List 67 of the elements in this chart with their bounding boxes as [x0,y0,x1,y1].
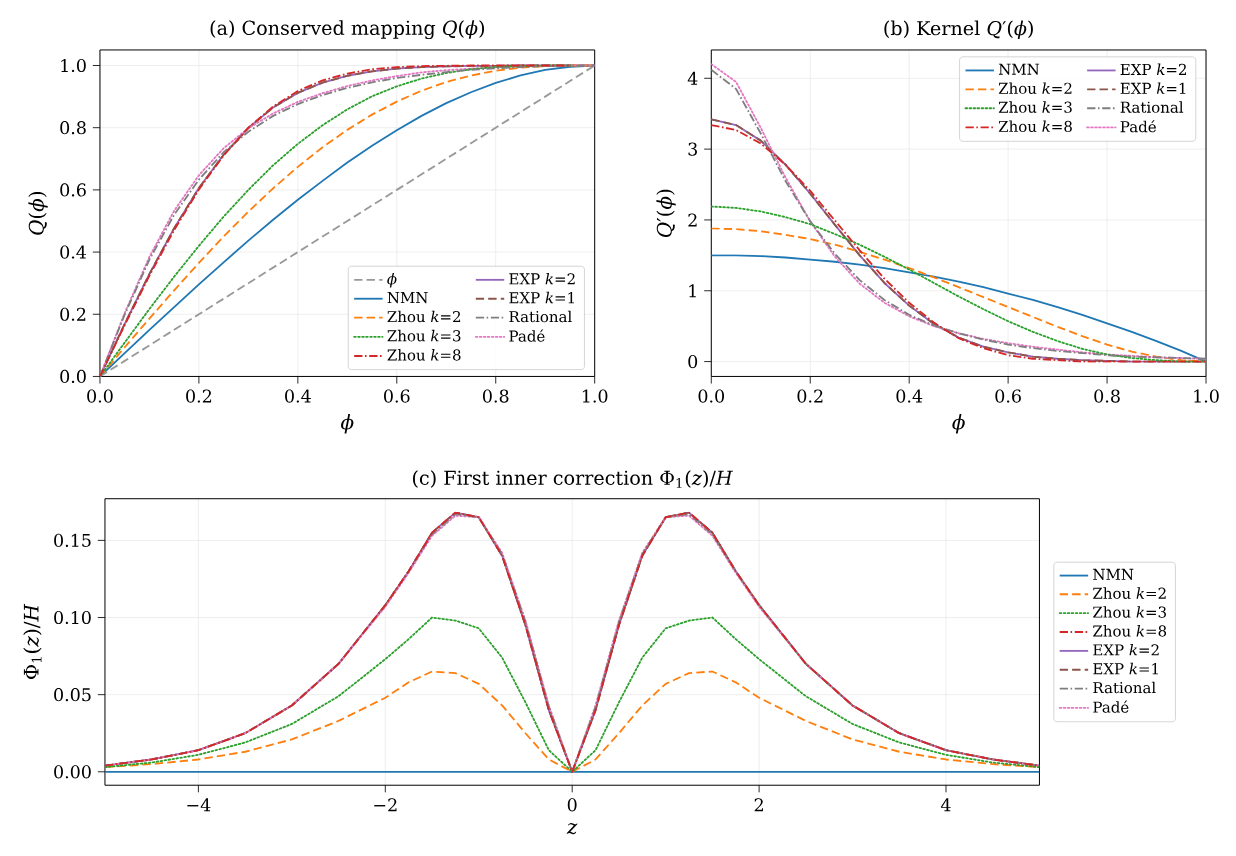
chart-title: (c) First inner correction Φ$_{1}$(z)/H [413,470,733,488]
legend-label: EXP k=1 [1093,662,1158,675]
legend-label: NMN [998,63,1040,75]
y-tick-label: 1.0 [61,58,86,73]
legend-label: Padé [1093,700,1129,713]
legend-label: Zhou k=2 [1093,587,1166,599]
line-series [711,254,1207,363]
x-tick-label: −2 [374,798,397,812]
x-tick-label: 0.6 [995,389,1021,403]
x-tick-label: 0 [567,798,577,812]
y-tick-label: 3 [688,142,697,156]
x-tick-label: 0.2 [186,389,212,403]
y-tick-label: 0.4 [60,245,87,259]
legend-label: EXP k=1 [509,291,574,304]
y-tick-label: 2 [688,213,697,227]
legend-label: Zhou k=2 [387,310,461,323]
x-tick-label: 4 [940,798,951,812]
y-tick-label: 0.05 [54,687,91,702]
chart-title: (b) Kernel Q′(ϕ) [884,20,1033,39]
legend-label: Zhou k=3 [1093,606,1166,618]
legend-label: Padé [509,329,545,342]
x-tick-label: 2 [754,798,763,812]
y-tick-label: 0 [688,354,698,369]
x-tick-label: 0.0 [698,389,725,403]
legend-label: NMN [1093,568,1134,580]
legend-label: Zhou k=3 [387,329,461,342]
x-tick-label: 0.4 [285,389,311,403]
y-tick-label: 0.8 [60,120,86,135]
y-tick-label: 0.0 [60,369,86,383]
legend-label: Padé [1120,120,1156,133]
legend-label: Zhou k=8 [998,120,1072,132]
legend-label: Rational [1120,101,1184,113]
x-tick-label: 0.8 [482,389,509,403]
legend-label: ϕ [387,272,397,288]
legend-label: EXP k=2 [1093,643,1159,656]
legend-label: EXP k=2 [1120,63,1186,75]
x-axis-title: ϕ [952,414,965,434]
line-series [104,616,1040,773]
y-tick-label: 0.15 [54,533,91,547]
legend-label: Rational [509,310,572,323]
y-tick-label: 0.2 [60,307,86,321]
x-tick-label: 1.0 [582,389,608,403]
x-tick-label: 0.6 [384,389,410,403]
x-tick-label: 1.0 [1194,389,1219,403]
chart-title: (a) Conserved mapping Q(ϕ) [210,20,485,39]
y-axis-title: Q(ϕ) [28,191,48,235]
y-tick-label: 4 [687,71,698,85]
x-tick-label: 0.0 [87,389,113,403]
x-tick-label: 0.2 [797,389,823,403]
x-axis-title: z [566,822,578,835]
y-tick-label: 0.10 [54,610,91,625]
y-axis-title: Q′(ϕ) [656,189,676,237]
legend-label: Zhou k=8 [387,348,461,361]
x-tick-label: 0.4 [896,389,923,403]
legend-label: NMN [387,291,428,304]
x-tick-label: 0.8 [1094,389,1120,403]
y-tick-label: 0.6 [60,183,86,197]
x-axis-title: ϕ [341,414,354,434]
y-tick-label: 1 [689,284,696,298]
legend-label: Rational [1093,681,1156,694]
legend-label: Zhou k=3 [998,101,1072,113]
legend-label: Zhou k=2 [998,82,1072,94]
legend-label: Zhou k=8 [1093,624,1167,637]
y-tick-label: 0.00 [54,765,91,779]
legend-label: EXP k=1 [1120,82,1186,94]
legend-label: EXP k=2 [509,272,575,285]
x-tick-label: −4 [187,798,211,812]
